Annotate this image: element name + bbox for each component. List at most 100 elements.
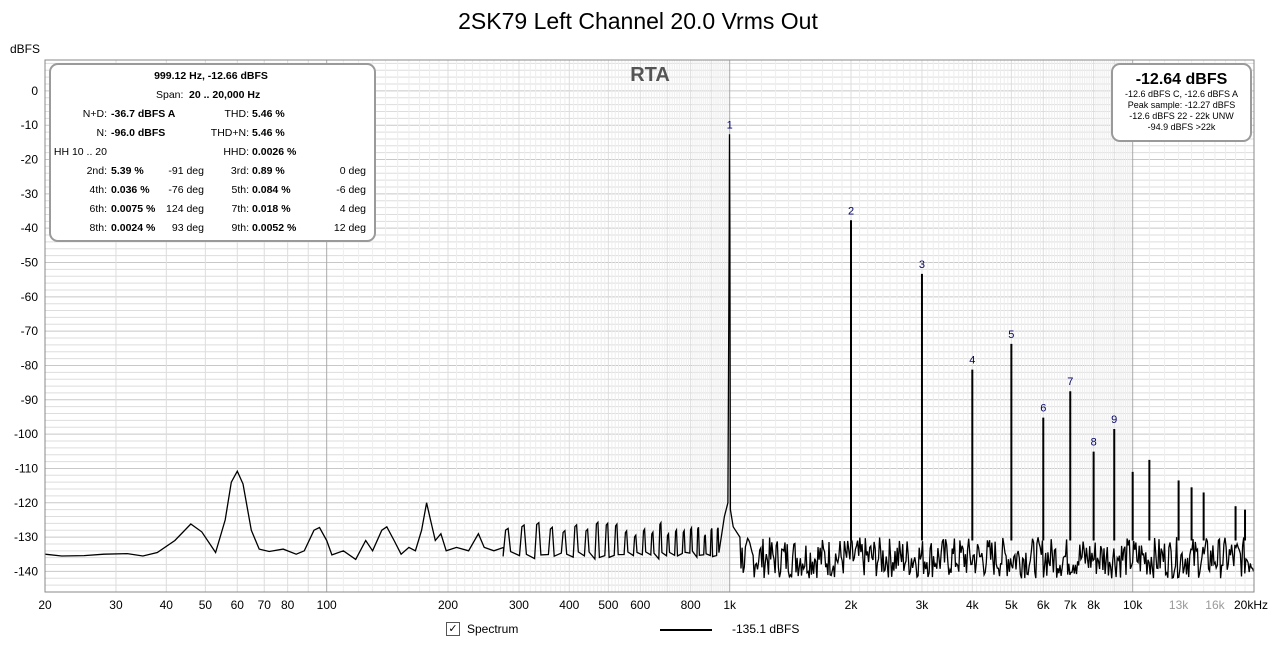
stats-row: 2nd: 5.39 % -91 deg 3rd: 0.89 % 0 deg: [51, 162, 374, 181]
harmonic-labels: 1 2 3 4 5 6 7 8 9: [727, 119, 1118, 448]
harmonic-label: 9: [1111, 414, 1117, 426]
stat-phase: 0 deg: [339, 165, 366, 177]
y-tick-label: -40: [21, 221, 39, 235]
y-tick-label: -140: [14, 564, 38, 578]
stat-label: 7th:: [231, 203, 249, 215]
stat-value: 0.0026 %: [252, 146, 297, 158]
level-line-1: -12.6 dBFS C, -12.6 dBFS A: [1124, 89, 1239, 99]
legend-value: -135.1 dBFS: [732, 622, 800, 636]
x-tick-label: 10k: [1123, 598, 1143, 612]
harmonic-label: 2: [848, 205, 854, 217]
harmonic-label: 8: [1091, 437, 1097, 449]
stat-phase: -91 deg: [168, 165, 204, 177]
stat-label: 8th:: [89, 222, 107, 234]
stat-value: 0.0024 %: [111, 222, 156, 234]
stats-row: 8th: 0.0024 % 93 deg 9th: 0.0052 % 12 deg: [51, 219, 374, 238]
stats-row: N: -96.0 dBFS THD+N: 5.46 %: [51, 124, 374, 143]
stats-header: 999.12 Hz, -12.66 dBFS: [154, 70, 268, 82]
x-tick-label: 400: [559, 598, 579, 612]
x-tick-label: 6k: [1037, 598, 1051, 612]
y-tick-label: -110: [15, 461, 38, 475]
rta-label: RTA: [630, 64, 670, 86]
stat-label: THD+N:: [210, 127, 249, 139]
spectrum-label: Spectrum: [467, 622, 519, 636]
stat-label: 3rd:: [230, 165, 249, 177]
level-line-3: -12.6 dBFS 22 - 22k UNW: [1129, 111, 1234, 121]
x-tick-label: 1k: [723, 598, 737, 612]
stat-value: 5.46 %: [252, 127, 285, 139]
stat-label: 2nd:: [86, 165, 107, 177]
stat-label: 5th:: [231, 184, 249, 196]
x-tick-label: 4k: [966, 598, 980, 612]
x-tick-label: 3k: [916, 598, 930, 612]
stat-value: 0.89 %: [252, 165, 285, 177]
x-tick-label: 600: [630, 598, 650, 612]
stat-label: 4th:: [89, 184, 107, 196]
legend-line-swatch: [660, 629, 712, 631]
spectrum-line: [44, 134, 1255, 579]
x-tick-label: 5k: [1005, 598, 1019, 612]
y-tick-label: -130: [14, 530, 38, 544]
x-tick-label: 800: [681, 598, 701, 612]
y-tick-label: -70: [21, 324, 39, 338]
stats-row: HH 10 .. 20 HHD: 0.0026 %: [51, 143, 374, 162]
stat-phase: -76 deg: [168, 184, 204, 196]
stat-phase: 12 deg: [333, 222, 366, 234]
x-tick-label: 50: [199, 598, 213, 612]
x-tick-label: 20: [38, 598, 52, 612]
stat-phase: 93 deg: [171, 222, 204, 234]
y-tick-label: -10: [21, 118, 39, 132]
y-tick-label: 0: [31, 84, 38, 98]
span-label: Span:: [156, 89, 184, 101]
stat-label: HH 10 .. 20: [53, 146, 107, 158]
y-tick-label: -20: [21, 153, 39, 167]
x-tick-label: 200: [438, 598, 458, 612]
x-tick-label: 8k: [1087, 598, 1101, 612]
stat-value: 0.084 %: [252, 184, 291, 196]
harmonic-label: 4: [969, 355, 975, 367]
level-value: -12.64 dBFS: [1135, 71, 1228, 88]
chart-title: 2SK79 Left Channel 20.0 Vrms Out: [458, 8, 818, 34]
y-tick-label: -50: [21, 256, 39, 270]
y-ticks: 0 -10 -20 -30 -40 -50 -60 -70 -80 -90 -100 -110 -120…: [14, 84, 38, 579]
harmonic-label: 6: [1040, 403, 1046, 415]
plot-border: [44, 59, 1255, 593]
x-tick-label: 30: [109, 598, 123, 612]
stat-label: N+D:: [82, 108, 107, 120]
stat-value: 5.39 %: [111, 165, 144, 177]
level-panel: -12.64 dBFS -12.6 dBFS C, -12.6 dBFS A P…: [1111, 63, 1252, 142]
stat-value: -96.0 dBFS: [111, 127, 166, 139]
y-tick-label: -120: [14, 496, 38, 510]
stat-value: 0.018 %: [252, 203, 291, 215]
x-tick-label: 70: [258, 598, 272, 612]
harmonic-label: 3: [919, 259, 925, 271]
stat-label: THD:: [224, 108, 250, 120]
x-tick-label: 300: [509, 598, 529, 612]
stats-row: 4th: 0.036 % -76 deg 5th: 0.084 % -6 deg: [51, 181, 374, 200]
y-tick-label: -80: [21, 358, 39, 372]
x-tick-label: 60: [231, 598, 245, 612]
grid-lines: [44, 60, 1255, 593]
harmonic-label: 5: [1008, 329, 1014, 341]
stat-label: 6th:: [89, 203, 107, 215]
y-tick-label: -100: [14, 427, 38, 441]
stat-label: 9th:: [231, 222, 249, 234]
stat-label: HHD:: [223, 146, 249, 158]
x-ticks: 20 30 40 50 60 70 80 100 200 300 400 500 600 800 1k 2k 3…: [38, 598, 1268, 612]
stat-label: N:: [96, 127, 108, 139]
harmonic-label: 7: [1067, 376, 1073, 388]
level-line-4: -94.9 dBFS >22k: [1147, 122, 1216, 132]
y-tick-label: -60: [21, 290, 39, 304]
spectrum-checkbox[interactable]: ✓: [446, 622, 460, 636]
stat-phase: 124 deg: [166, 203, 204, 215]
stat-value: 0.0052 %: [252, 222, 297, 234]
x-tick-label: 16k: [1205, 598, 1225, 612]
stat-phase: 4 deg: [339, 203, 366, 215]
stat-value: 0.036 %: [111, 184, 150, 196]
stat-value: 0.0075 %: [111, 203, 156, 215]
span-value: 20 .. 20,000 Hz: [189, 89, 261, 101]
harmonic-label: 1: [727, 119, 733, 131]
x-tick-label: 13k: [1169, 598, 1189, 612]
stat-value: -36.7 dBFS A: [111, 108, 176, 120]
